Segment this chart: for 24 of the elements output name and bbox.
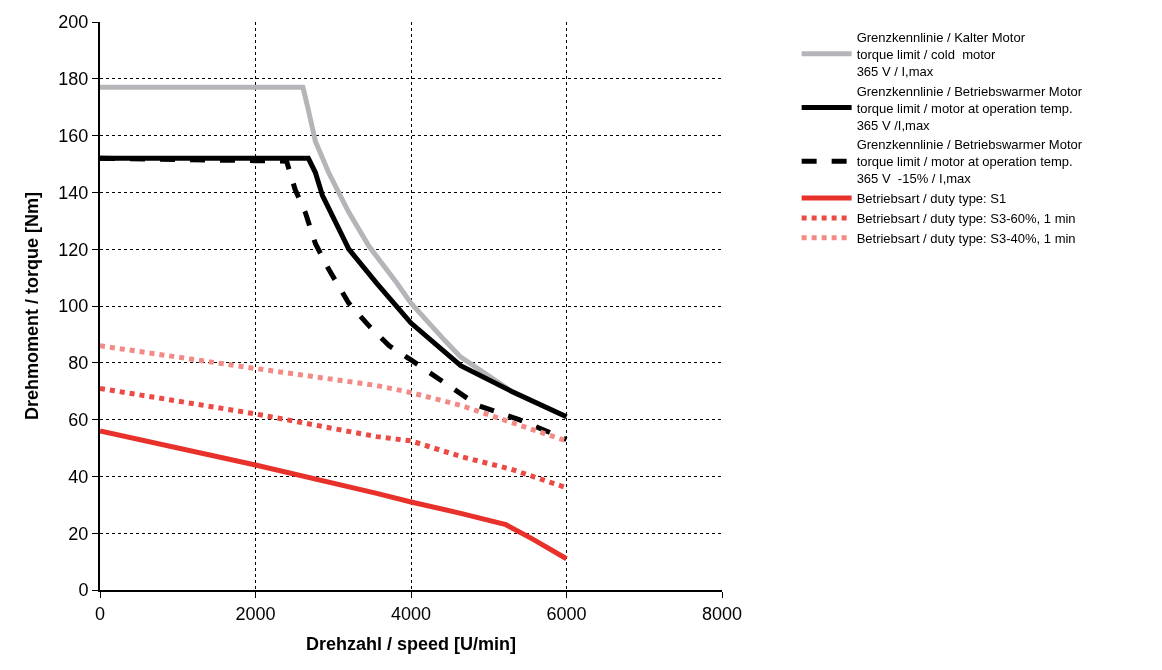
legend-label: Grenzkennlinie / Kalter Motor torque limit / cold motor 365 V / I,max	[856, 30, 1026, 79]
x-tick-label: 2000	[235, 603, 276, 624]
y-tick-label: 200	[58, 12, 89, 33]
y-tick-label: 160	[58, 125, 89, 146]
legend-label: Grenzkennlinie / Betriebswarmer Motor torque limit / motor at operation temp. 365 V /I,max	[856, 83, 1083, 133]
y-tick-label: 100	[58, 296, 89, 317]
y-tick-label: 20	[68, 523, 89, 544]
x-tick-label: 6000	[546, 603, 587, 624]
x-tick-label: 8000	[701, 603, 743, 624]
y-tick-label: 80	[68, 353, 89, 374]
y-tick-label: 180	[58, 69, 89, 90]
x-axis-title: Drehzahl / speed [U/min]	[305, 634, 517, 655]
x-tick-label: 0	[94, 603, 106, 624]
y-tick-label: 120	[58, 239, 89, 260]
legend-label: Betriebsart / duty type: S3-60%, 1 min	[856, 211, 1076, 227]
y-tick-label: 0	[78, 580, 89, 601]
y-tick-label: 60	[68, 409, 89, 430]
legend-label: Grenzkennlinie / Betriebswarmer Motor torque limit / motor at operation temp. 365 V -15% / I,max	[856, 137, 1083, 187]
legend-label: Betriebsart / duty type: S1	[856, 191, 1007, 207]
legend-label: Betriebsart / duty type: S3-40%, 1 min	[856, 230, 1076, 246]
x-tick-label: 4000	[390, 603, 432, 624]
y-tick-label: 40	[68, 466, 89, 487]
y-axis-title: Drehmoment / torque [Nm]	[22, 191, 43, 421]
y-tick-label: 140	[58, 182, 89, 203]
